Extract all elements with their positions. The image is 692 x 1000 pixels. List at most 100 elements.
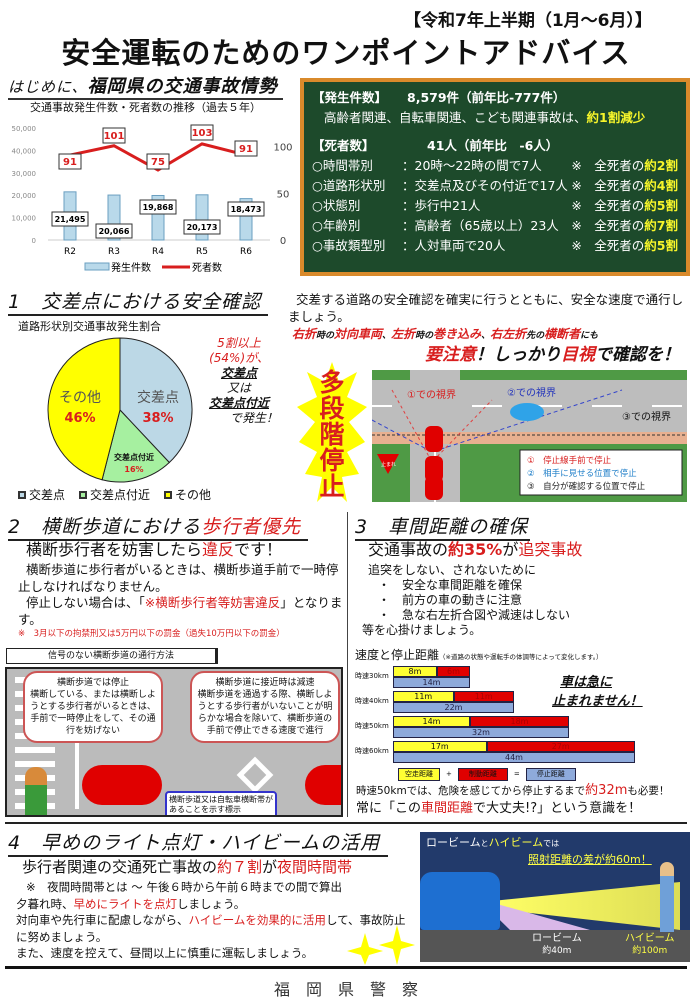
free-running-bar: 14m bbox=[393, 716, 470, 727]
high-beam-distance: 約100m bbox=[632, 946, 668, 956]
row-highlight: 約4割 bbox=[644, 178, 678, 193]
footer-divider bbox=[5, 966, 687, 969]
view-label-2: ②での視界 bbox=[507, 386, 556, 399]
emph-text: ！しっかり bbox=[476, 345, 561, 365]
section4-body: ※ 夜間時間帯とは ～ 午後６時から午前６時までの間で算出 夕暮れ時、早めにライ… bbox=[16, 879, 414, 962]
pie-slice bbox=[101, 408, 170, 483]
pie-title: 道路形状別交通事故発生割合 bbox=[18, 320, 161, 333]
free-running-bar: 11m bbox=[393, 691, 454, 702]
bar-data-label: 20,066 bbox=[99, 227, 130, 236]
emph-caution: 要注意 bbox=[425, 345, 476, 365]
car-icon bbox=[82, 765, 162, 805]
car-icon bbox=[420, 872, 500, 930]
warning-fragment: 横断者 bbox=[544, 327, 581, 341]
braking-bar: 6m bbox=[437, 666, 470, 677]
row-detail: ：人対車両で20人 bbox=[402, 238, 506, 253]
right-axis-tick: 50 bbox=[277, 189, 290, 200]
accidents-value: 8,579件（前年比-777件） bbox=[407, 90, 566, 105]
low-beam-distance: 約40m bbox=[542, 946, 572, 956]
legend-line-label: 死者数 bbox=[192, 261, 222, 274]
intro-title-main: 福岡県の交通事故情勢 bbox=[87, 76, 278, 97]
x-axis-tick: R5 bbox=[196, 247, 208, 257]
section2-body: 横断歩道に歩行者がいるときは、横断歩道手前で一時停止しなければなりません。 停止… bbox=[18, 562, 343, 640]
accidents-note: 高齢者関連、自転車関連、こども関連事故は、 約1割減少 bbox=[312, 108, 678, 128]
line-2: 対向車や先行車に配慮しながら、ハイビームを効果的に活用して、事故防止に努めましょ… bbox=[16, 912, 414, 945]
callout-line: 又は bbox=[226, 381, 251, 395]
bubble-marking: 横断歩道又は自転車横断帯があることを示す標示 bbox=[165, 791, 277, 815]
intersection-callout: 5割以上 (54%)が、 交差点 又は 交差点付近 で発生！ bbox=[190, 336, 288, 426]
row-detail: ：歩行中21人 bbox=[402, 198, 481, 213]
bar-data-label: 19,868 bbox=[143, 203, 174, 212]
callout-line: 交差点 bbox=[220, 366, 257, 380]
section3-title: 3 車間距離の確保 bbox=[355, 512, 530, 541]
lead-text: 横断歩行者を妨害したら bbox=[26, 540, 203, 559]
stopping-bar: 44m bbox=[393, 752, 635, 763]
row-highlight: 約2割 bbox=[644, 158, 678, 173]
stop-sign-text: 止まれ bbox=[381, 461, 396, 468]
board-row: ○状態別 ：歩行中21人 ※ 全死者の約5割 bbox=[312, 196, 678, 216]
row-category: ○年齢別 bbox=[312, 218, 361, 233]
stats-board: 【発生件数】 8,579件（前年比-777件） 高齢者関連、自転車関連、こども関連… bbox=[300, 78, 690, 276]
lead-end: です！ bbox=[234, 540, 283, 559]
line-3: また、速度を控えて、昼間以上に慎重に運転しましょう。 bbox=[16, 946, 314, 960]
view-label-1: ①での視界 bbox=[407, 388, 456, 401]
beam-diff: 照射距離の差が約60m！ bbox=[528, 853, 652, 866]
pie-legend-item: 交差点付近 bbox=[79, 486, 150, 503]
lead-a: 歩行者関連の交通死亡事故の bbox=[22, 858, 218, 876]
low-beam-name: ロービーム bbox=[532, 933, 582, 944]
warning-fragment: 先の bbox=[526, 331, 545, 341]
lead-a: 交通事故の bbox=[368, 540, 449, 559]
low-beam-label: ロービーム約40m bbox=[532, 932, 582, 958]
line-data-label: 103 bbox=[192, 128, 213, 139]
deaths-value: 41人（前年比 -6人） bbox=[427, 138, 559, 153]
cap-wa: では bbox=[543, 839, 560, 848]
line-data-label-box bbox=[102, 127, 126, 144]
lead-rear-end: 追突事故 bbox=[518, 540, 583, 559]
row-detail: ：高齢者（65歳以上）23人 bbox=[402, 218, 559, 233]
x-axis-tick: R2 bbox=[64, 247, 76, 257]
callout-line: (54%)が、 bbox=[209, 351, 269, 365]
speed-label: 時速50km bbox=[355, 722, 389, 730]
board-row: ○事故類型別 ：人対車両で20人 ※ 全死者の約5割 bbox=[312, 236, 678, 256]
row-highlight: 約5割 bbox=[644, 238, 678, 253]
free-running-bar: 17m bbox=[393, 741, 487, 752]
row-detail: ：交差点及びその付近で17人 bbox=[402, 178, 568, 193]
free-running-bar: 8m bbox=[393, 666, 437, 677]
warning-fragment: 対向車両 bbox=[334, 327, 383, 341]
pie-slice bbox=[119, 337, 193, 464]
lead-night: 夜間時間帯 bbox=[277, 858, 353, 876]
row-share: ※ 全死者の約2割 bbox=[567, 156, 678, 176]
warning-fragment: 、 bbox=[382, 331, 392, 341]
section3-footer-line2: 常に「この車間距離で大丈夫!?」という意識を！ bbox=[356, 800, 641, 817]
callout-line: で発生！ bbox=[229, 411, 278, 425]
intro-title-prefix: はじめに、 bbox=[8, 78, 88, 96]
x-axis-tick: R6 bbox=[240, 247, 252, 257]
chart-title: 交通事故発生件数・死者数の推移（過去５年） bbox=[30, 101, 261, 114]
burst-icon bbox=[297, 362, 367, 502]
high-beam-name: ハイビーム bbox=[625, 933, 675, 944]
section4-title: 4 早めのライト点灯・ハイビームの活用 bbox=[8, 828, 388, 857]
deaths-label: 【死者数】 bbox=[312, 138, 375, 153]
braking-bar: 27m bbox=[486, 741, 635, 752]
section3-intro: 追突をしない、されないために bbox=[368, 563, 537, 577]
cap-low: ロービーム bbox=[426, 836, 481, 849]
view-label-3: ③での視界 bbox=[622, 410, 671, 423]
night-note: ※ 夜間時間帯とは ～ 午後６時から午前６時までの間で算出 bbox=[26, 880, 342, 894]
lead-c: が bbox=[262, 858, 278, 876]
l1-a: 夕暮れ時、 bbox=[16, 896, 74, 911]
legend-stopping: 停止距離 bbox=[525, 768, 576, 781]
bubble-slow: 横断歩道に接近時は減速 横断歩道を通過する際、横断しようとする歩行者がいないこと… bbox=[190, 671, 340, 743]
f2-c: で大丈夫!?」という意識を！ bbox=[473, 801, 642, 816]
section3-body: 追突をしない、されないために ・ 安全な車間距離を確保 ・ 前方の車の動きに注意… bbox=[362, 563, 570, 638]
legend-swatch bbox=[79, 491, 88, 499]
braking-bar: 11m bbox=[453, 691, 514, 702]
beam-caption: ロービームとハイビームでは bbox=[426, 836, 559, 851]
step-1: ① 停止線手前で停止 bbox=[527, 455, 612, 466]
pie-slice-name: 交差点付近 bbox=[114, 452, 154, 462]
row-category: ○時間帯別 bbox=[312, 158, 373, 173]
accidents-note-highlight: 約1割減少 bbox=[586, 110, 646, 125]
l2-a: 対向車や先行車に配慮しながら、 bbox=[16, 913, 189, 927]
warning-fragment: 右折 bbox=[292, 327, 317, 341]
braking-bar: 18m bbox=[470, 716, 569, 727]
section3-footer-line1: 時速50kmでは、危険を感じてから停止するまで約32mも必要！ bbox=[356, 783, 669, 799]
